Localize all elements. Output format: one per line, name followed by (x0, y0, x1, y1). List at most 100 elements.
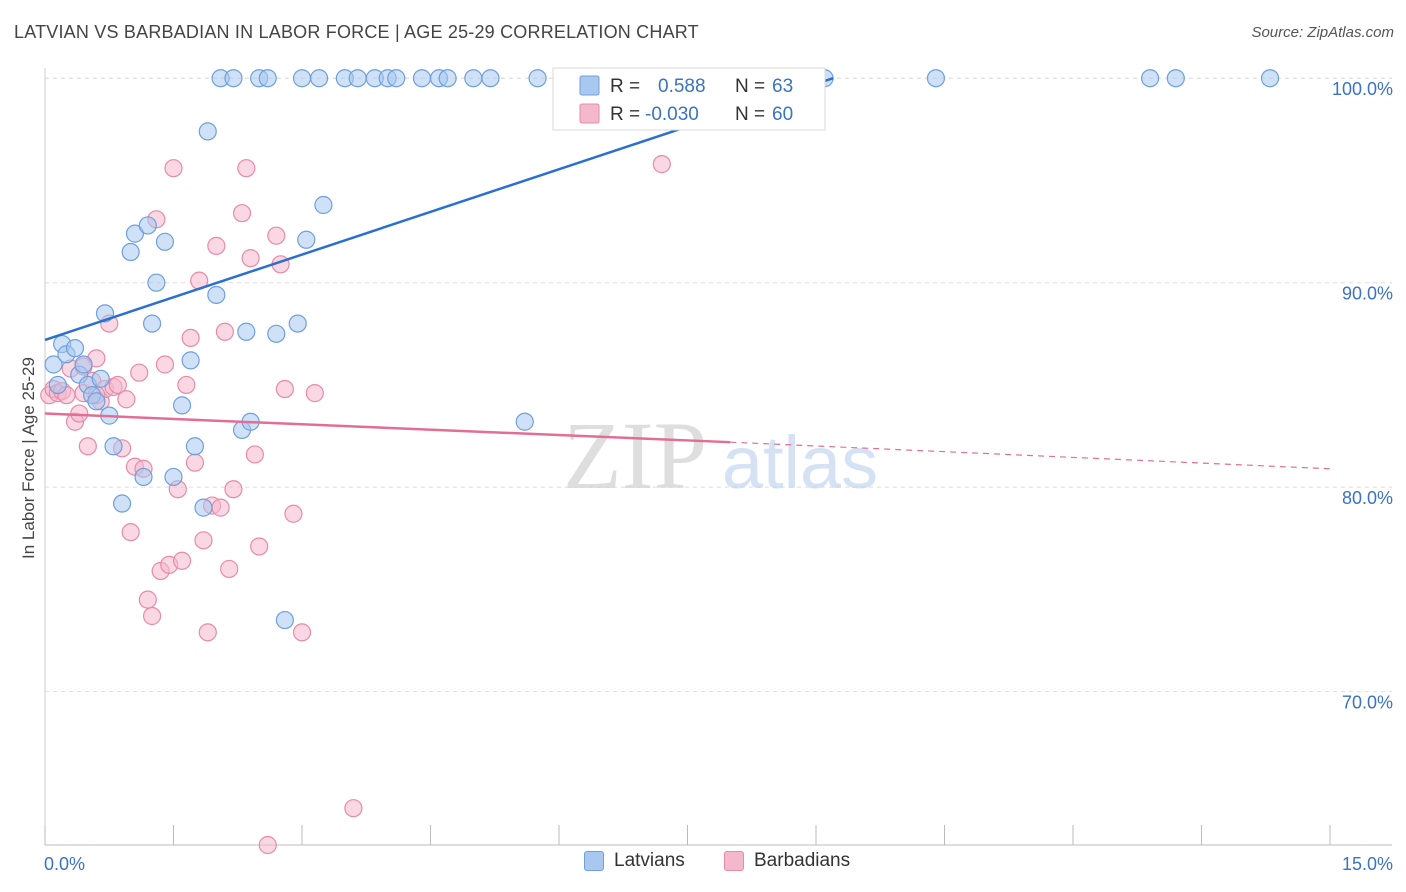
barbadians-point (258, 835, 277, 855)
legend-item-barbadians: Barbadians (724, 850, 850, 872)
y-tick-label: 80.0% (1342, 488, 1393, 508)
latvians-point (275, 610, 294, 630)
legend-item-latvians: Latvians (584, 850, 685, 872)
barbadians-point (121, 523, 140, 542)
latvians-point (134, 467, 153, 487)
latvians-point (155, 232, 175, 251)
barbadians-point (211, 498, 230, 517)
barbadians-n-value: 60 (772, 104, 793, 125)
barbadians-point (172, 551, 192, 570)
barbadians-point (207, 236, 226, 255)
latvians-n-label: N = (735, 76, 765, 97)
barbadians-r-value: -0.030 (645, 104, 699, 125)
chart-title: LATVIAN VS BARBADIAN IN LABOR FORCE | AG… (14, 22, 699, 42)
tick-labels: 70.0% 80.0% 90.0% 100.0% 0.0% 15.0% (44, 79, 1393, 874)
barbadians-point (198, 623, 217, 642)
latvians-point (44, 355, 63, 374)
latvians-point (172, 396, 192, 415)
barbadians-point (155, 355, 175, 374)
latvians-point (412, 69, 432, 88)
barbadians-point (237, 159, 256, 178)
barbadians-point (224, 480, 243, 499)
barbadians-point (117, 390, 136, 409)
barbadians-point (215, 322, 234, 341)
latvians-point (288, 314, 307, 333)
latvians-point (481, 69, 500, 88)
barbadians-point (652, 155, 671, 174)
barbadians-r-label: R = (610, 104, 640, 125)
latvians-point (224, 69, 243, 88)
latvians-point (438, 69, 457, 88)
latvians-point (528, 69, 547, 88)
barbadians-point (245, 445, 264, 464)
latvians-point (387, 69, 406, 88)
barbadians-point (250, 537, 269, 556)
y-tick-label: 90.0% (1342, 284, 1393, 304)
barbadians-point (292, 623, 312, 642)
latvians-point (207, 285, 226, 305)
latvians-point (258, 69, 277, 88)
latvians-r-label: R = (610, 76, 640, 97)
barbadians-point (130, 363, 149, 382)
barbadians-point (108, 375, 127, 395)
latvians-point (48, 375, 67, 395)
latvians-point (125, 224, 145, 243)
latvians-point (87, 392, 106, 411)
barbadians-point (181, 328, 200, 348)
x-tick-label-max: 15.0% (1342, 854, 1393, 874)
barbadians-points (40, 155, 671, 855)
barbadians-point (142, 606, 162, 626)
y-axis-label: In Labor Force | Age 25-29 (19, 357, 38, 559)
latvians-point (164, 467, 183, 487)
latvians-point (348, 69, 367, 88)
barbadians-n-label: N = (735, 104, 765, 125)
series-legend: Latvians Barbadians (0, 850, 1406, 878)
barbadians-point (241, 249, 260, 268)
latvians-point (464, 69, 483, 88)
barbadians-point (177, 375, 196, 395)
latvians-point (104, 437, 123, 456)
barbadians-point (138, 590, 157, 609)
latvians-point (198, 122, 217, 141)
barbadians-point (232, 204, 252, 223)
latvians-point (292, 69, 312, 88)
barbadians-point (284, 504, 303, 523)
latvians-point (314, 195, 333, 215)
barbadians-point (185, 453, 205, 472)
latvians-point (297, 230, 316, 249)
barbadians-point (267, 226, 286, 245)
latvians-point (515, 412, 534, 431)
barbadians-stats-swatch (579, 103, 600, 124)
latvians-point (194, 498, 213, 517)
latvians-point (1260, 69, 1280, 88)
latvians-point (310, 69, 329, 88)
barbadians-legend-label: Barbadians (754, 850, 851, 871)
latvians-legend-swatch (584, 851, 604, 871)
barbadians-point (194, 531, 213, 550)
latvians-stats-swatch (579, 75, 600, 96)
latvians-point (926, 69, 946, 88)
y-tick-label: 100.0% (1332, 79, 1393, 99)
latvians-point (237, 322, 256, 341)
barbadians-trend-extension (730, 441, 1331, 470)
latvians-n-value: 63 (772, 76, 793, 97)
latvians-point (181, 351, 200, 370)
watermark-zip: ZIP (563, 402, 707, 509)
barbadians-point (344, 799, 363, 818)
barbadians-point (305, 384, 324, 403)
barbadians-point (275, 379, 294, 399)
barbadians-trend-line (44, 412, 731, 444)
x-tick-label-min: 0.0% (44, 854, 85, 874)
y-tick-label: 70.0% (1342, 693, 1393, 713)
latvians-point (1140, 69, 1160, 88)
latvians-point (74, 355, 93, 374)
latvians-r-value: 0.588 (658, 76, 706, 97)
barbadians-legend-swatch (724, 851, 744, 871)
latvians-point (185, 437, 205, 456)
source-label: Source: ZipAtlas.com (1251, 24, 1394, 41)
latvians-point (91, 369, 110, 388)
latvians-points (44, 69, 1280, 630)
stats-legend: R = 0.588 N = 63 R = -0.030 N = 60 (552, 67, 826, 131)
barbadians-point (220, 559, 239, 579)
